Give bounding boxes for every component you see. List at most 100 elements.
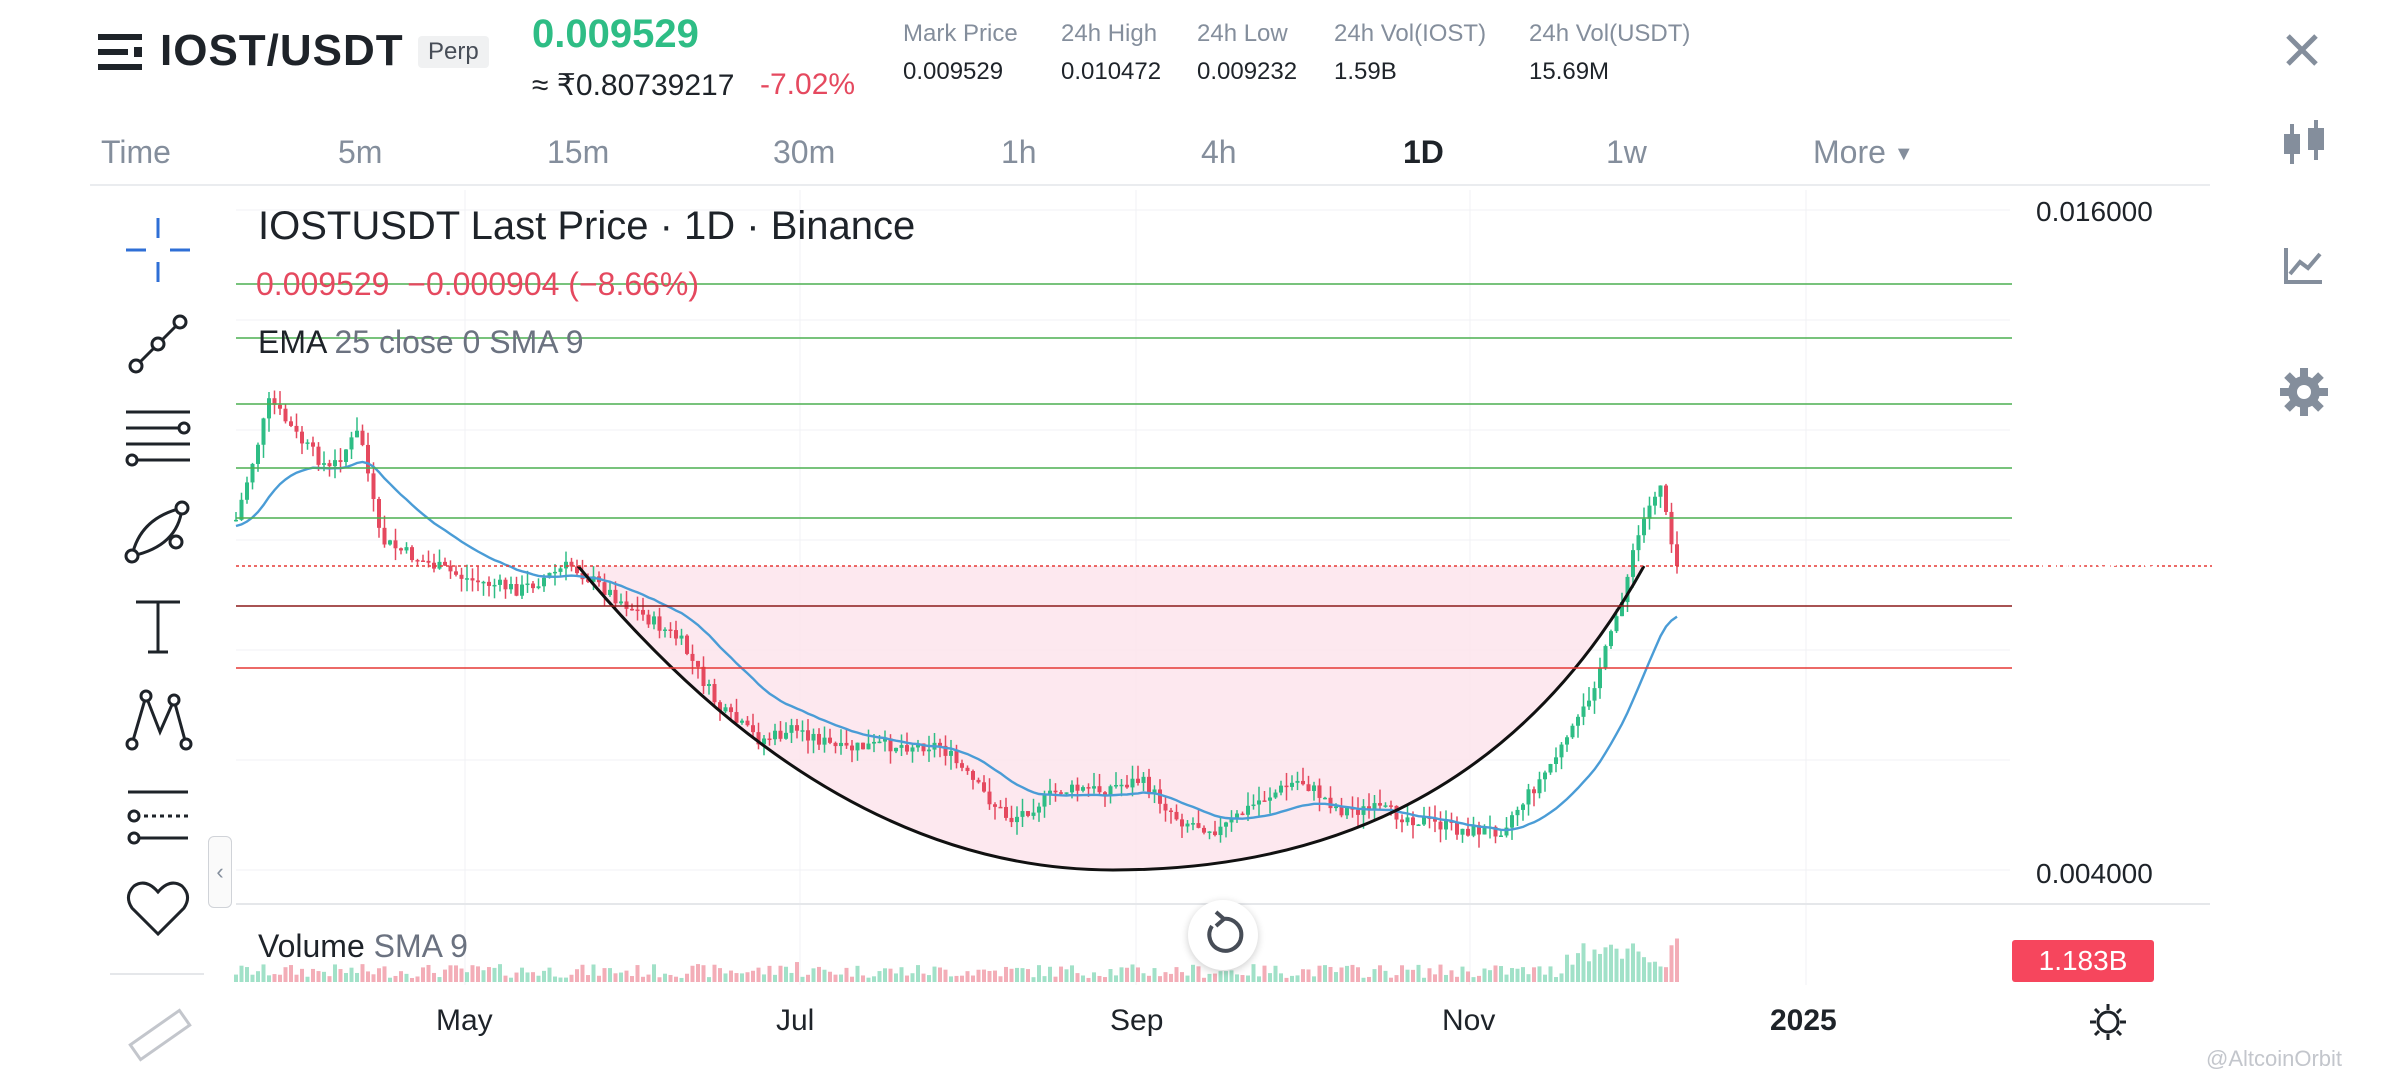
timezone-settings-icon[interactable] — [2088, 1002, 2128, 1042]
volume-bar — [1257, 976, 1261, 982]
candle-body — [1356, 809, 1360, 815]
settings-icon[interactable] — [2276, 364, 2332, 420]
menu-icon[interactable] — [98, 32, 142, 72]
volume-bar — [1169, 973, 1173, 982]
volume-bar — [1642, 957, 1646, 982]
candle-body — [866, 743, 871, 750]
volume-bar — [1103, 977, 1107, 982]
tab-5m[interactable]: 5m — [338, 134, 383, 170]
volume-bar — [481, 970, 486, 982]
volume-bar — [245, 967, 249, 982]
candle-body — [861, 742, 865, 750]
measure-icon[interactable] — [120, 776, 196, 852]
candle-body — [806, 730, 810, 741]
candle-body — [564, 561, 568, 569]
volume-bar — [1240, 975, 1245, 982]
pattern-icon[interactable] — [120, 682, 196, 758]
tab-4h[interactable]: 4h — [1201, 134, 1237, 170]
candle-body — [652, 616, 656, 625]
volume-bar — [652, 964, 656, 982]
volume-tag: 1.183B — [2012, 940, 2154, 982]
fib-lines-icon[interactable] — [120, 400, 196, 476]
candle-body — [1598, 667, 1602, 689]
brush-icon[interactable] — [120, 494, 196, 570]
volume-bar — [674, 976, 678, 982]
candle-body — [421, 560, 425, 562]
candle-body — [1471, 825, 1476, 836]
volume-bar — [1290, 975, 1294, 982]
candle-body — [283, 408, 288, 422]
volume-bar — [1438, 964, 1443, 982]
collapse-toolbar-button[interactable]: ‹ — [208, 836, 232, 908]
candle-body — [1169, 810, 1173, 812]
candle-body — [778, 730, 783, 739]
volume-bar — [998, 976, 1003, 982]
candlestick-icon[interactable] — [2276, 116, 2332, 172]
candles — [234, 390, 1679, 848]
candle-body — [828, 737, 832, 743]
volume-legend[interactable]: Volume SMA 9 — [258, 928, 468, 965]
stat-value-24h-vol-iost: 1.59B — [1334, 58, 1397, 85]
candle-body — [1543, 772, 1547, 780]
candle-body — [476, 580, 480, 583]
volume-bar — [404, 973, 409, 982]
volume-bar — [1411, 969, 1415, 982]
tab-1d[interactable]: 1D — [1403, 134, 1444, 170]
candle-body — [894, 747, 898, 752]
price-tag-level: 0.011312 — [2042, 452, 2158, 483]
volume-bar — [1559, 973, 1564, 982]
price-tag-level: 0.009514 — [2041, 596, 2159, 627]
volume-bar — [1400, 965, 1404, 982]
favorite-icon[interactable] — [120, 870, 196, 946]
volume-bar — [1521, 967, 1525, 982]
candle-body — [855, 742, 860, 751]
candle-body — [877, 741, 882, 744]
candle-body — [1526, 789, 1531, 805]
volume-bar — [1603, 947, 1608, 982]
candle-body — [316, 446, 321, 465]
volume-bar — [1510, 968, 1514, 982]
volume-bar — [718, 968, 722, 982]
tab-1w[interactable]: 1w — [1606, 134, 1647, 170]
candle-body — [1345, 807, 1349, 816]
tab-time[interactable]: Time — [101, 134, 171, 170]
candle-body — [371, 473, 376, 500]
tab-1h[interactable]: 1h — [1001, 134, 1037, 170]
volume-bar — [1598, 953, 1602, 982]
candle-body — [1075, 784, 1080, 791]
level-lines — [236, 283, 2212, 669]
volume-bar — [1372, 969, 1377, 982]
text-icon[interactable] — [120, 588, 196, 664]
volume-bar — [1268, 973, 1272, 982]
volume-bar — [536, 975, 541, 982]
volume-bar — [1125, 967, 1129, 982]
tab-15m[interactable]: 15m — [547, 134, 610, 170]
candle-body — [1554, 757, 1558, 765]
price-tag-level: 0.010370 — [2041, 502, 2159, 533]
ruler-icon[interactable] — [120, 996, 196, 1072]
volume-bar — [927, 975, 931, 982]
symbol-name[interactable]: IOST/USDT — [160, 26, 404, 75]
tab-more[interactable]: More ▼ — [1813, 134, 1914, 171]
volume-bar — [679, 977, 684, 982]
candle-body — [245, 482, 249, 500]
tab-more-label: More — [1813, 134, 1886, 170]
reset-chart-button[interactable] — [1188, 900, 1258, 970]
ema-legend[interactable]: EMA 25 close 0 SMA 9 — [258, 324, 584, 361]
tab-30m[interactable]: 30m — [773, 134, 836, 170]
volume-bar — [272, 974, 277, 982]
trend-line-icon[interactable] — [120, 306, 196, 382]
candle-body — [707, 684, 711, 687]
candle-body — [1246, 805, 1250, 815]
volume-bar — [745, 972, 750, 982]
candle-body — [415, 560, 420, 562]
volume-bar — [1609, 944, 1613, 982]
indicator-icon[interactable] — [2276, 238, 2332, 294]
volume-bar — [1658, 966, 1663, 982]
crosshair-icon[interactable] — [120, 212, 196, 288]
candle-body — [1125, 784, 1129, 788]
candle-body — [927, 749, 931, 752]
volume-bar — [1631, 943, 1635, 982]
candle-body — [1037, 806, 1041, 813]
close-icon[interactable] — [2282, 30, 2322, 70]
